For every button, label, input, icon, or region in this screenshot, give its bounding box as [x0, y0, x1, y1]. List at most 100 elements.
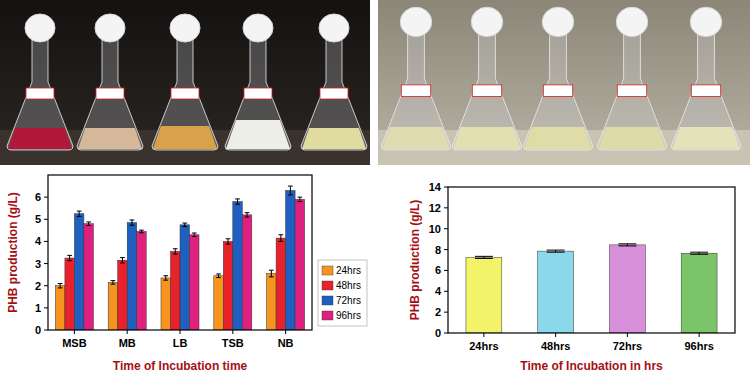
flask-label-sticker [96, 88, 124, 99]
flask-liquid [598, 127, 665, 149]
error-cap [297, 201, 302, 202]
error-cap [288, 194, 293, 195]
error-cap [618, 245, 636, 246]
x-axis-label: Time of Incubation in hrs [520, 359, 663, 373]
bar [609, 245, 645, 333]
plot-frame [48, 175, 312, 330]
bar [161, 278, 171, 330]
error-cap [475, 256, 493, 257]
error-bar [182, 223, 187, 227]
bar [466, 257, 502, 333]
error-line [299, 197, 300, 201]
error-line [228, 239, 229, 244]
bar [267, 274, 277, 330]
bar [190, 235, 200, 330]
error-line [60, 284, 61, 288]
x-tick-label: 72hrs [613, 340, 642, 352]
error-line [88, 222, 89, 226]
error-cap [278, 241, 283, 242]
y-tick-label: 2 [35, 280, 41, 292]
error-cap [120, 257, 125, 258]
cotton-plug [170, 14, 200, 42]
legend: 24hrs48hrs72hrs96hrs [318, 260, 367, 326]
x-tick [627, 333, 628, 337]
flask-label-sticker [617, 85, 646, 97]
chart: 0246810121424hrs48hrs72hrs96hrsPHB produ… [408, 181, 735, 373]
bar [127, 223, 137, 330]
error-cap [547, 252, 565, 253]
error-bar [173, 249, 178, 254]
error-cap [690, 254, 708, 255]
y-tick-label: 6 [435, 264, 441, 276]
error-bar [226, 239, 231, 244]
y-tick-label: 0 [35, 324, 41, 336]
cotton-plug [471, 7, 503, 36]
error-cap [58, 287, 63, 288]
error-cap [269, 270, 274, 271]
error-cap [163, 275, 168, 276]
error-cap [278, 234, 283, 235]
cotton-plug [690, 7, 722, 36]
error-bar [278, 235, 283, 242]
error-cap [192, 233, 197, 234]
error-bar [690, 252, 708, 254]
error-cap [216, 277, 221, 278]
bars [55, 191, 304, 331]
error-line [184, 223, 185, 227]
error-cap [139, 230, 144, 231]
flask-label-sticker [472, 85, 501, 97]
error-cap [690, 252, 708, 253]
flask-glass [597, 26, 666, 150]
flask-glass [301, 32, 367, 150]
cotton-plug [25, 14, 55, 42]
bar [295, 199, 305, 330]
error-line [290, 186, 291, 195]
y-tick-label: 2 [435, 306, 441, 318]
cotton-plug [319, 14, 349, 42]
flask-label-sticker [320, 88, 348, 99]
error-bar [216, 274, 221, 278]
y-tick-label: 6 [35, 191, 41, 203]
error-cap [130, 219, 135, 220]
flask-glass [225, 32, 291, 150]
figure: 0123456MSBMBLBTSBNBPHB production (g/L)T… [0, 0, 750, 379]
error-cap [618, 243, 636, 244]
error-bar [58, 284, 63, 288]
y-axis-label: PHB production (g/L) [6, 192, 20, 313]
error-bar [67, 255, 72, 260]
error-bar [475, 256, 493, 258]
bar [55, 286, 65, 330]
bar [538, 251, 574, 333]
flask-glass [77, 32, 143, 150]
plot-frame [448, 187, 735, 333]
photo-background [378, 0, 750, 165]
y-tick-label: 4 [435, 285, 442, 297]
error-bar [269, 270, 274, 277]
error-cap [67, 260, 72, 261]
error-line [131, 220, 132, 225]
x-tick-label: LB [173, 337, 188, 349]
error-line [69, 255, 70, 260]
flask-glass [381, 26, 450, 150]
error-line [280, 235, 281, 242]
error-line [165, 276, 166, 280]
legend-box [318, 260, 367, 326]
cotton-plug [243, 14, 273, 42]
legend-swatch [322, 296, 333, 305]
error-cap [192, 236, 197, 237]
bar [74, 214, 84, 330]
error-cap [163, 280, 168, 281]
error-cap [86, 225, 91, 226]
photo-panel [0, 0, 370, 165]
error-bar [77, 211, 82, 216]
bars [466, 245, 717, 333]
x-tick-label: 48hrs [541, 340, 570, 352]
cotton-plug [542, 7, 574, 36]
bar [170, 251, 180, 330]
error-bar [86, 222, 91, 226]
photo-background [0, 0, 370, 165]
error-bars [475, 244, 708, 259]
cotton-plug [616, 7, 648, 36]
error-cap [173, 248, 178, 249]
legend-label: 48hrs [336, 280, 361, 291]
